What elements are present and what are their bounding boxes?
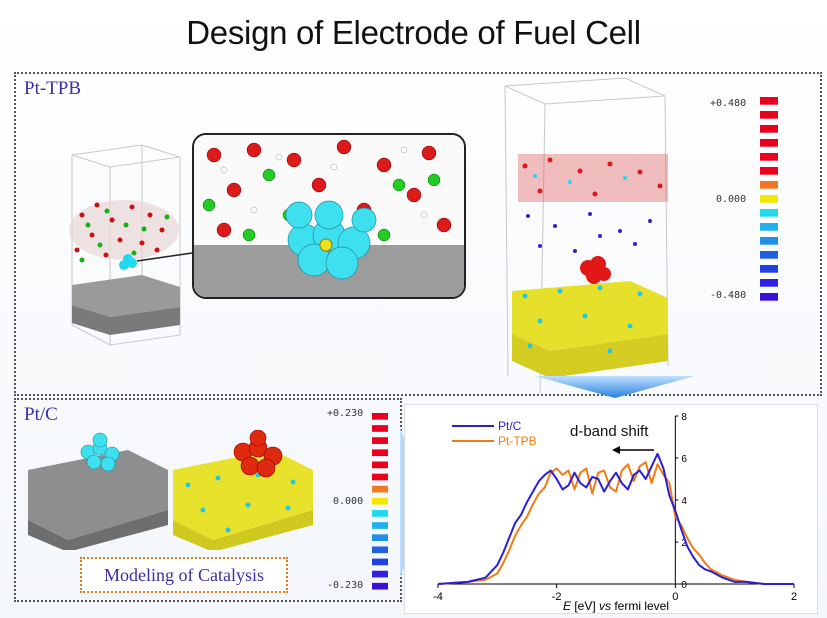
page-title: Design of Electrode of Fuel Cell [186, 14, 641, 51]
colorbar-swatch [372, 570, 388, 578]
colorbar-swatch [372, 425, 388, 432]
x-tick-label: -4 [433, 591, 443, 603]
colorbar-swatch [372, 582, 388, 590]
x-axis-label: E [eV] vs fermi level [563, 599, 669, 613]
top-colorbar-mid: 0.000 [716, 194, 747, 205]
colorbar-swatch [760, 167, 778, 175]
y-tick-label: 6 [681, 454, 687, 465]
x-tick-label: -2 [552, 591, 562, 603]
series-line-ptc [437, 452, 794, 585]
colorbar-swatch [372, 413, 388, 420]
d-band-shift-annotation: d-band shift [570, 423, 649, 440]
colorbar-swatch [760, 111, 778, 119]
left-colorbar-min: -0.230 [327, 580, 364, 591]
y-tick-label: 8 [681, 412, 687, 423]
colorbar-swatch [372, 485, 388, 493]
legend-label: Pt/C [498, 419, 522, 433]
colorbar-swatch [372, 522, 388, 529]
colorbar-swatch [760, 237, 778, 245]
colorbar-swatch [760, 195, 778, 203]
top-colorbar [760, 97, 778, 301]
colorbar-swatch [372, 461, 388, 469]
top-colorbar-min: -0.480 [710, 290, 747, 301]
colorbar-swatch [760, 265, 778, 273]
colorbar-swatch [760, 293, 778, 301]
colorbar-swatch [372, 473, 388, 481]
dos-chart: -4 -2 0 2 0 2 4 6 8 Pt/CPt-TPB d-band shift E [eV] … [404, 404, 818, 614]
pt-tpb-simulation-box [69, 144, 192, 346]
left-colorbar-max: +0.230 [327, 408, 364, 419]
pt-tpb-label: Pt-TPB [24, 78, 82, 99]
colorbar-swatch [760, 251, 778, 259]
left-colorbar [372, 413, 388, 590]
modeling-of-catalysis-label: Modeling of Catalysis [80, 557, 288, 593]
colorbar-swatch [760, 223, 778, 231]
carbon-slab-sketch [72, 275, 180, 335]
colorbar-swatch [372, 437, 388, 444]
pt-c-label: Pt/C [24, 404, 58, 425]
colorbar-swatch [372, 510, 388, 517]
y-tick-label: 4 [681, 496, 687, 507]
zoomed-tpb-structure [194, 135, 464, 297]
series-line-pttpb [437, 461, 794, 585]
colorbar-swatch [372, 534, 388, 542]
colorbar-swatch [760, 181, 778, 189]
colorbar-swatch [760, 279, 778, 287]
legend-label: Pt-TPB [498, 434, 537, 448]
x-tick-label: 0 [672, 591, 678, 603]
colorbar-swatch [372, 558, 388, 566]
pt-tpb-charge-map [504, 77, 669, 395]
y-tick-label: 0 [681, 580, 687, 591]
pt-c-structures [28, 430, 313, 550]
zoom-inset [192, 133, 466, 299]
colorbar-swatch [760, 139, 778, 147]
top-colorbar-max: +0.480 [710, 98, 747, 109]
x-tick-label: 2 [791, 591, 797, 603]
y-tick-label: 2 [681, 538, 687, 549]
left-colorbar-mid: 0.000 [333, 496, 364, 507]
down-arrow-icon [535, 376, 695, 398]
colorbar-swatch [760, 97, 778, 105]
pt-tpb-panel: Pt-TPB [14, 72, 822, 396]
colorbar-swatch [760, 209, 778, 217]
colorbar-swatch [760, 153, 778, 161]
colorbar-swatch [760, 125, 778, 133]
colorbar-swatch [372, 449, 388, 457]
shift-arrow-head [612, 446, 620, 454]
chart-background [404, 404, 818, 614]
colorbar-swatch [372, 497, 388, 505]
colorbar-swatch [372, 546, 388, 554]
water-cluster-sketch [69, 200, 179, 270]
